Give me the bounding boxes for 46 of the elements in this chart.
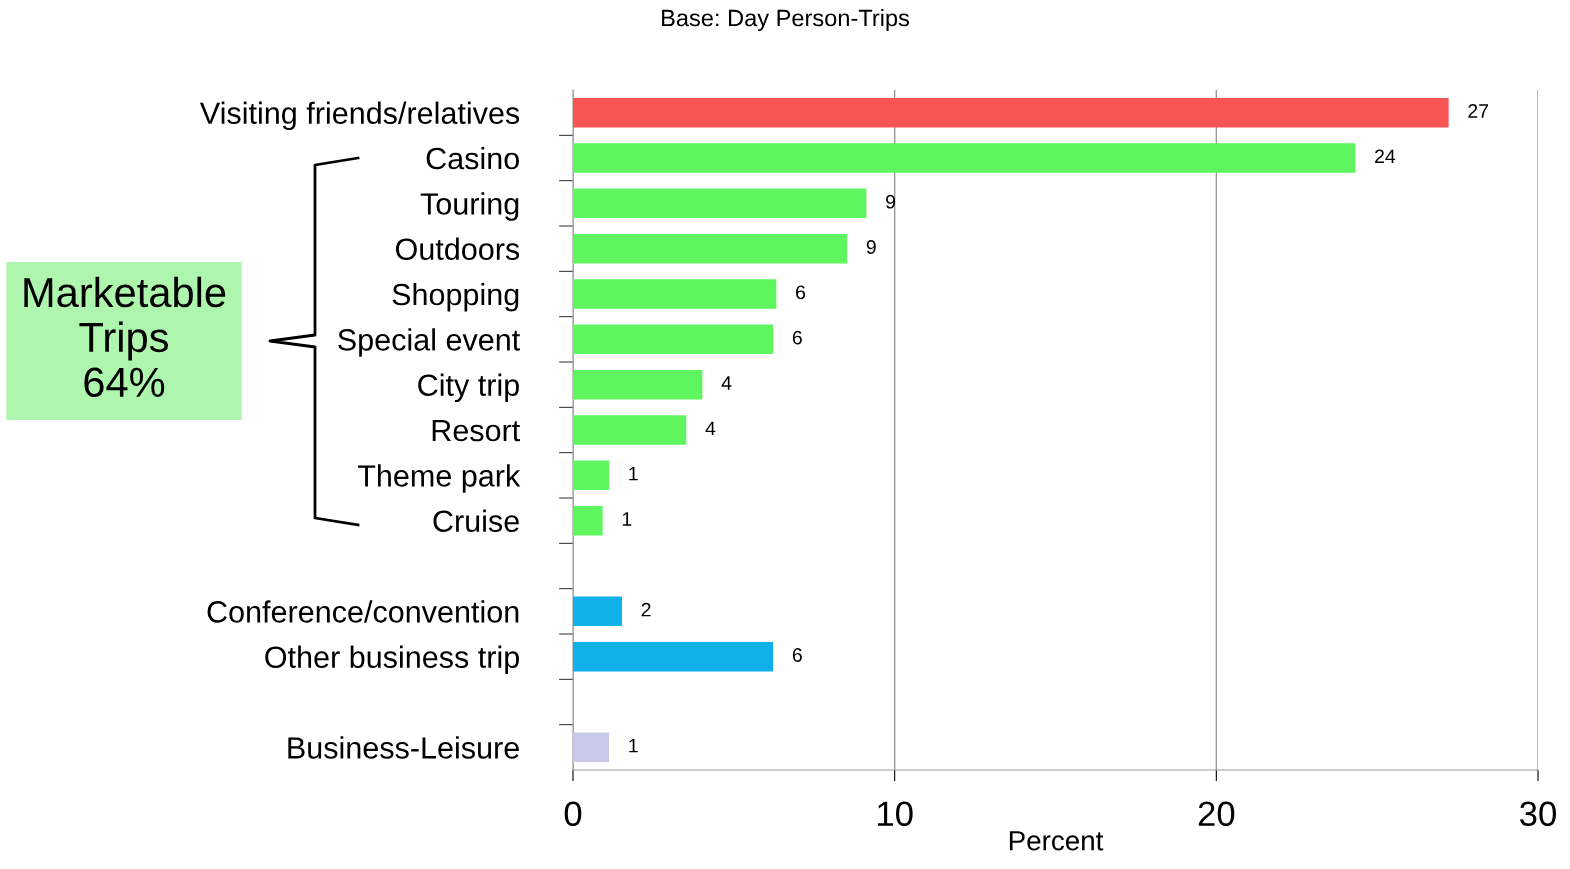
bar xyxy=(573,732,610,763)
data-label: 6 xyxy=(796,285,806,300)
y-tick-label: Shopping xyxy=(392,282,519,312)
data-label: 6 xyxy=(792,330,802,345)
bar xyxy=(573,505,603,536)
y-tick-label: Special event xyxy=(338,328,521,357)
bar xyxy=(573,415,687,445)
bar xyxy=(573,188,867,219)
data-label: 24 xyxy=(1375,149,1396,164)
bar xyxy=(573,233,848,264)
bar xyxy=(573,279,777,309)
y-tick-label: Outdoors xyxy=(395,237,520,261)
y-tick-label: Visiting friends/relatives xyxy=(199,101,520,131)
data-label: 4 xyxy=(705,421,716,436)
bar xyxy=(573,596,622,627)
x-tick-label: 10 xyxy=(878,801,913,827)
y-tick-label: Other business trip xyxy=(265,645,519,675)
x-axis-title: Percent xyxy=(1009,831,1104,851)
bar xyxy=(573,641,774,672)
data-label: 1 xyxy=(629,466,638,481)
data-label: 9 xyxy=(886,194,896,209)
y-tick-label: City trip xyxy=(418,373,519,403)
text: Marketable Trips 64% xyxy=(24,276,226,398)
data-label: 6 xyxy=(792,648,802,662)
data-label: 2 xyxy=(641,602,651,617)
bar xyxy=(573,460,610,491)
data-label: 1 xyxy=(622,512,632,526)
y-tick-label: Resort xyxy=(432,420,520,442)
data-label: 4 xyxy=(721,376,732,390)
data-label: 1 xyxy=(629,738,638,753)
y-tick-label: Casino xyxy=(426,146,519,170)
data-label: 27 xyxy=(1468,104,1489,118)
x-tick-label: 0 xyxy=(564,801,582,827)
bar xyxy=(573,369,703,400)
y-tick-label: Touring xyxy=(420,192,519,221)
bar xyxy=(573,97,1449,128)
chart-title: Base: Day Person-Trips xyxy=(662,9,910,32)
x-tick-label: 30 xyxy=(1520,801,1556,827)
y-tick-label: Cruise xyxy=(433,509,519,533)
bar xyxy=(573,143,1356,173)
y-tick-label: Theme park xyxy=(357,464,521,493)
bar xyxy=(573,324,774,355)
data-label: 9 xyxy=(866,240,876,254)
y-tick-label: Conference/convention xyxy=(207,600,519,623)
y-tick-label: Business-Leisure xyxy=(288,736,519,759)
x-tick-label: 20 xyxy=(1198,801,1235,827)
